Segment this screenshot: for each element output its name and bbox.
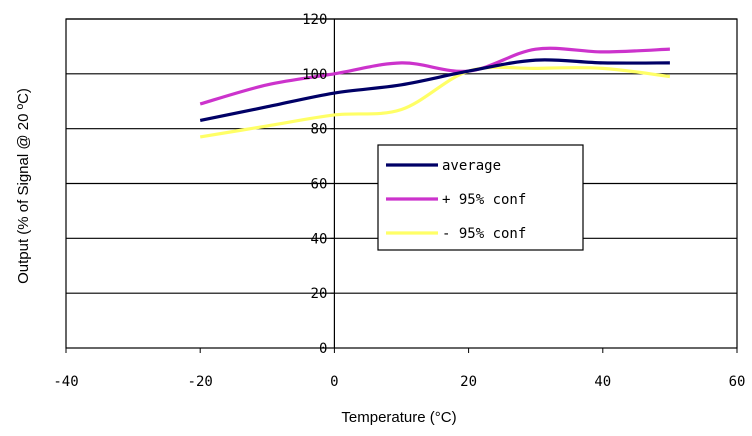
x-tick-label--20: -20 xyxy=(188,374,213,390)
y-tick-label-20: 20 xyxy=(311,286,328,302)
y-tick-label-100: 100 xyxy=(302,67,327,83)
x-tick-label-20: 20 xyxy=(460,374,477,390)
x-tick-label-40: 40 xyxy=(594,374,611,390)
y-tick-label-60: 60 xyxy=(311,177,328,193)
legend-label-1: + 95% conf xyxy=(442,192,526,208)
y-tick-label-0: 0 xyxy=(319,341,327,357)
y-tick-label-120: 120 xyxy=(302,12,327,28)
x-tick-label--40: -40 xyxy=(53,374,78,390)
legend: average + 95% conf - 95% conf xyxy=(377,144,584,251)
legend-label-2: - 95% conf xyxy=(442,226,526,242)
x-tick-label-60: 60 xyxy=(729,374,746,390)
series-layer xyxy=(199,46,671,139)
series-line-0 xyxy=(199,58,670,123)
legend-label-0: average xyxy=(442,158,501,174)
ticks-layer: 0 20 40 60 80 100 120 -40 -20 0 20 40 60 xyxy=(53,12,745,390)
y-tick-label-40: 40 xyxy=(311,231,328,247)
y-axis-title: Output (% of Signal @ 20 ºC) xyxy=(15,88,32,284)
x-axis-title: Temperature (°C) xyxy=(341,409,456,426)
y-tick-label-80: 80 xyxy=(311,122,328,138)
plot-border xyxy=(65,18,738,349)
series-line-2 xyxy=(199,65,671,139)
x-tick-label-0: 0 xyxy=(330,374,338,390)
series-line-1 xyxy=(199,46,670,106)
